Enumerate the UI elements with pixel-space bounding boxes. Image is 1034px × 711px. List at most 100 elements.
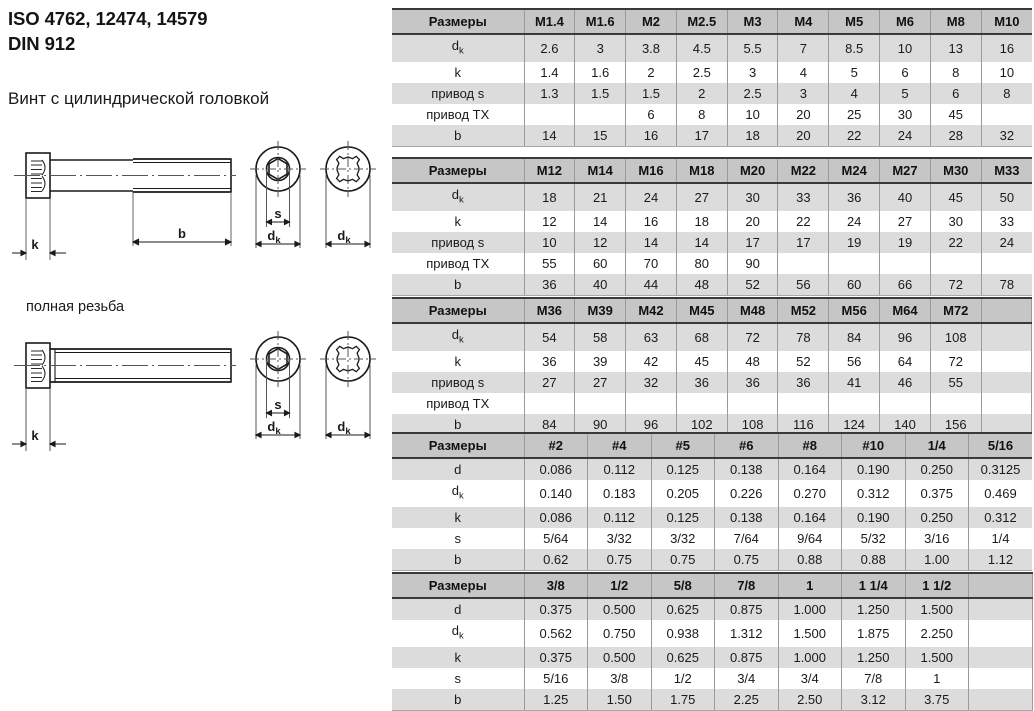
data-cell: 2.50: [777, 688, 842, 711]
row-label: s: [392, 527, 525, 549]
data-cell: 36: [828, 183, 881, 211]
dimension-table-2: Размеры M12 M14 M16 M18 M20 M22 M24 M27 M30 M33 dk 1…: [392, 157, 1032, 296]
table-row: b 14 15 16 17 18 20 22 24 28 32: [392, 124, 1032, 147]
data-cell-empty: [523, 392, 576, 414]
data-cell: 17: [777, 231, 830, 253]
data-cell: 0.183: [587, 480, 652, 507]
column-header: M56: [828, 297, 881, 324]
data-cell: 0.112: [587, 458, 652, 480]
data-cell-empty: [574, 392, 627, 414]
data-cell: 0.112: [587, 506, 652, 528]
column-header: 5/8: [650, 572, 715, 599]
data-cell: 7/64: [714, 527, 779, 549]
data-cell-empty: [828, 392, 881, 414]
data-cell: 3/32: [650, 527, 715, 549]
data-cell: 0.75: [587, 548, 652, 571]
data-cell: 21: [574, 183, 627, 211]
table-row: d 0.375 0.500 0.625 0.875 1.000 1.250 1.500: [392, 598, 1033, 620]
data-cell: 14: [675, 231, 728, 253]
data-cell: 15: [574, 124, 627, 147]
data-cell: 0.500: [587, 598, 652, 620]
data-cell: 0.88: [777, 548, 842, 571]
column-header: M1.4: [523, 8, 576, 35]
data-cell: 7/8: [841, 667, 906, 689]
data-cell: 12: [523, 210, 576, 232]
data-cell: 72: [929, 350, 982, 372]
column-header: M5: [828, 8, 881, 35]
column-header: 1/2: [587, 572, 652, 599]
data-cell: 3: [777, 82, 830, 104]
row-label: b: [392, 688, 525, 711]
data-cell: 10: [726, 103, 779, 125]
data-cell: 8.5: [828, 34, 881, 62]
data-cell: 6: [625, 103, 677, 125]
data-cell: 32: [625, 371, 677, 393]
data-cell: 45: [929, 103, 982, 125]
data-cell: 46: [879, 371, 931, 393]
column-header: M1.6: [574, 8, 627, 35]
data-cell: 140: [879, 413, 931, 436]
column-header: 1: [777, 572, 842, 599]
data-cell: 1.50: [587, 688, 652, 711]
data-cell: 2.25: [714, 688, 779, 711]
data-cell: 0.164: [777, 506, 842, 528]
data-cell: 0.125: [650, 458, 715, 480]
data-cell: 1.6: [574, 61, 627, 83]
column-header: M14: [574, 157, 627, 184]
data-cell-empty: [879, 252, 931, 274]
data-cell: 63: [625, 323, 677, 351]
table-header-row: Размеры M12 M14 M16 M18 M20 M22 M24 M27 M30 M33: [392, 157, 1032, 184]
data-cell: 1.250: [841, 598, 906, 620]
data-cell: 0.140: [523, 480, 588, 507]
column-header: M4: [777, 8, 830, 35]
row-label: d: [392, 598, 525, 620]
data-cell: 14: [574, 210, 627, 232]
data-cell: 0.226: [714, 480, 779, 507]
data-cell: 1.5: [574, 82, 627, 104]
data-cell: 3/8: [587, 667, 652, 689]
data-cell: 2.6: [523, 34, 576, 62]
data-cell-empty: [777, 392, 830, 414]
column-header: M24: [828, 157, 881, 184]
data-cell: 156: [929, 413, 982, 436]
row-label: dk: [392, 323, 525, 351]
data-cell: 0.375: [904, 480, 969, 507]
data-cell: 0.938: [650, 620, 715, 647]
data-cell: 1: [904, 667, 969, 689]
data-cell: 0.086: [523, 458, 588, 480]
dimension-label-dk-hex: dk: [267, 228, 281, 246]
data-cell: 17: [675, 124, 728, 147]
dimension-table-5: Размеры 3/8 1/2 5/8 7/8 1 1 1/4 1 1/2 d 0.375 0.5…: [392, 572, 1033, 711]
data-cell: 25: [828, 103, 881, 125]
data-cell: 24: [980, 231, 1032, 253]
data-cell: 6: [929, 82, 982, 104]
data-cell: 3/4: [777, 667, 842, 689]
data-cell-empty: [968, 667, 1033, 689]
data-cell: 33: [980, 210, 1032, 232]
column-header: M33: [980, 157, 1032, 184]
data-cell: 64: [879, 350, 931, 372]
row-label-header: Размеры: [392, 8, 525, 35]
data-cell: 48: [726, 350, 779, 372]
data-cell: 0.138: [714, 506, 779, 528]
table-row: k 1.4 1.6 2 2.5 3 4 5 6 8 10: [392, 61, 1032, 83]
dimension-label-k-full: k: [31, 428, 39, 443]
data-cell: 1.000: [777, 646, 842, 668]
table-row: dk 0.562 0.750 0.938 1.312 1.500 1.875 2.250: [392, 620, 1033, 647]
column-header: M18: [675, 157, 728, 184]
table-row: b 0.62 0.75 0.75 0.75 0.88 0.88 1.00 1.12: [392, 548, 1032, 571]
table-row: dk 18 21 24 27 30 33 36 40 45 50: [392, 183, 1032, 211]
row-label: k: [392, 646, 525, 668]
row-label: d: [392, 458, 525, 480]
data-cell: 45: [675, 350, 728, 372]
data-cell: 0.500: [587, 646, 652, 668]
dimension-tables-panel: Размеры M1.4 M1.6 M2 M2.5 M3 M4 M5 M6 M8 M10 dk 2.6 3…: [392, 0, 1034, 711]
data-cell: 40: [574, 273, 627, 296]
column-header: M6: [879, 8, 931, 35]
column-header: M42: [625, 297, 677, 324]
data-cell: 0.3125: [968, 458, 1032, 480]
dimension-label-s-full: s: [274, 397, 281, 412]
data-cell: 1.12: [968, 548, 1032, 571]
data-cell: 1.500: [904, 598, 969, 620]
data-cell: 4.5: [675, 34, 728, 62]
